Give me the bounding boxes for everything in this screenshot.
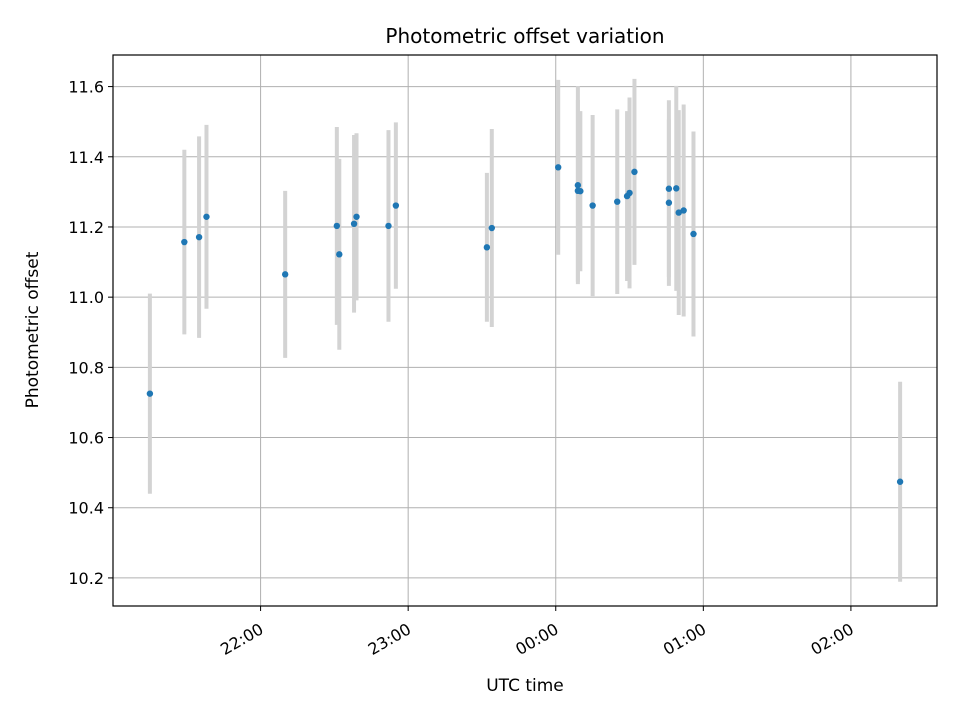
data-point: [673, 185, 680, 192]
y-axis: 10.2 10.4 10.6 10.8 11.0 11.2 11.4 11.6: [68, 78, 113, 588]
data-point: [896, 478, 904, 485]
y-tick-label: 10.6: [68, 429, 104, 448]
y-tick-label: 11.4: [68, 148, 104, 167]
x-tick-label: 00:00: [512, 619, 561, 659]
data-point: [680, 207, 687, 214]
plot-frame: [112, 54, 938, 607]
x-tick-label: 02:00: [807, 619, 856, 659]
data-point: [203, 213, 210, 220]
data-point: [333, 222, 341, 230]
data-point: [675, 209, 682, 216]
data-point: [665, 185, 673, 192]
data-point: [181, 238, 188, 246]
data-point: [631, 168, 638, 176]
data-point: [392, 202, 400, 209]
data-point: [555, 164, 562, 171]
data-point: [146, 390, 154, 397]
data-point: [385, 222, 392, 230]
data-point: [488, 224, 495, 232]
data-point: [353, 213, 360, 220]
y-tick-label: 11.0: [68, 288, 104, 307]
x-axis: 22:00 23:00 00:00 01:00 02:00: [217, 606, 857, 659]
data-point: [281, 271, 289, 278]
grid: [113, 55, 937, 606]
data-point: [350, 220, 358, 228]
data-point: [574, 182, 582, 189]
data-point: [336, 251, 343, 258]
data-point: [626, 189, 633, 197]
y-tick-label: 11.6: [68, 78, 104, 97]
x-tick-label: 01:00: [660, 619, 709, 659]
y-tick-label: 10.8: [68, 358, 104, 377]
data-point: [195, 233, 203, 241]
y-axis-label: Photometric offset: [23, 251, 43, 408]
plot-area: [113, 55, 937, 606]
data-point: [577, 187, 584, 195]
x-axis-label: UTC time: [486, 676, 564, 696]
data-point: [483, 244, 491, 251]
x-tick-label: 23:00: [365, 619, 414, 659]
y-tick-label: 10.2: [68, 569, 104, 588]
data-point: [589, 202, 596, 209]
data-point: [690, 230, 697, 238]
chart-title: Photometric offset variation: [385, 24, 664, 48]
x-tick-label: 22:00: [217, 619, 266, 659]
y-tick-label: 10.4: [68, 499, 104, 518]
data-points: [146, 164, 904, 485]
y-tick-label: 11.2: [68, 218, 104, 237]
data-point: [665, 199, 673, 206]
data-point: [614, 198, 621, 205]
